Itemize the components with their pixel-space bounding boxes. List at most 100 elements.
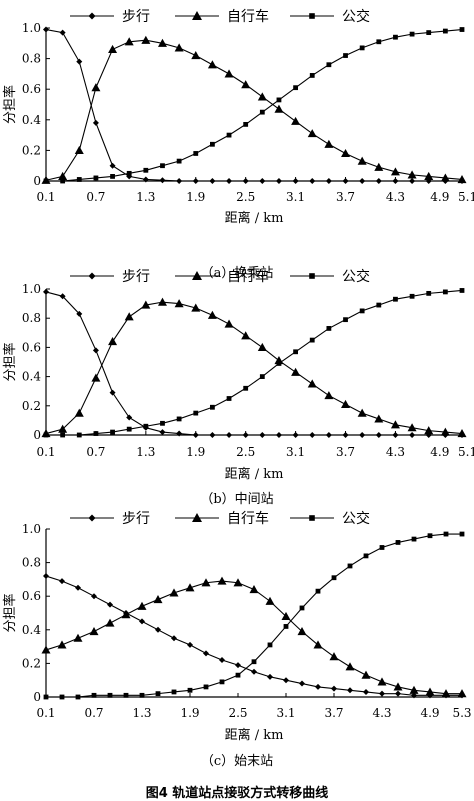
data-point bbox=[43, 432, 49, 438]
data-point bbox=[176, 178, 183, 184]
data-point bbox=[393, 682, 403, 691]
data-point bbox=[93, 431, 99, 436]
x-tick-label: 3.7 bbox=[336, 445, 355, 459]
data-point bbox=[457, 689, 467, 698]
data-point bbox=[341, 148, 351, 158]
y-tick-label: 0.4 bbox=[22, 370, 41, 384]
legend-label: 公交 bbox=[342, 268, 370, 285]
data-point bbox=[242, 432, 249, 438]
y-tick-label: 0.8 bbox=[22, 311, 41, 325]
data-point bbox=[243, 121, 249, 127]
data-point bbox=[210, 141, 215, 147]
data-point bbox=[41, 645, 51, 654]
data-point bbox=[60, 178, 66, 184]
panel-caption-c: （c）始末站 bbox=[200, 754, 274, 769]
data-point bbox=[91, 593, 97, 600]
data-point bbox=[299, 605, 305, 611]
data-point bbox=[307, 129, 317, 138]
data-point bbox=[242, 178, 249, 184]
data-point bbox=[281, 611, 291, 620]
data-point bbox=[126, 170, 132, 176]
series-walk bbox=[43, 26, 465, 184]
data-point bbox=[203, 650, 209, 657]
data-point bbox=[193, 410, 199, 416]
data-point bbox=[139, 618, 145, 625]
data-point bbox=[43, 178, 49, 184]
x-tick-label: 4.3 bbox=[372, 706, 391, 720]
legend-marker-triangle bbox=[192, 11, 202, 20]
y-tick-label: 1.0 bbox=[22, 21, 41, 35]
series-line bbox=[46, 289, 463, 436]
data-point bbox=[109, 162, 116, 169]
data-point bbox=[251, 668, 257, 675]
data-point bbox=[359, 45, 365, 51]
data-point bbox=[59, 293, 66, 300]
data-point bbox=[126, 426, 132, 432]
data-point bbox=[207, 60, 217, 69]
data-point bbox=[108, 44, 118, 54]
data-point bbox=[191, 303, 201, 312]
y-tick-label: 1.0 bbox=[22, 282, 41, 296]
legend-marker-square bbox=[309, 13, 315, 19]
data-point bbox=[409, 178, 416, 184]
data-point bbox=[457, 174, 467, 184]
data-point bbox=[155, 626, 161, 633]
data-point bbox=[324, 391, 334, 400]
x-tick-label: 1.3 bbox=[136, 445, 155, 459]
x-tick-label: 0.1 bbox=[36, 706, 55, 720]
data-point bbox=[249, 584, 259, 594]
data-point bbox=[233, 578, 243, 587]
data-point bbox=[224, 319, 234, 328]
data-point bbox=[93, 175, 99, 181]
data-point bbox=[457, 429, 467, 438]
data-point bbox=[357, 156, 367, 165]
data-point bbox=[171, 689, 177, 695]
data-point bbox=[297, 626, 307, 636]
data-point bbox=[259, 178, 266, 184]
data-point bbox=[153, 595, 163, 604]
data-point bbox=[241, 331, 251, 340]
data-point bbox=[76, 310, 83, 317]
data-point bbox=[307, 379, 317, 388]
data-point bbox=[267, 642, 273, 648]
data-point bbox=[292, 432, 299, 438]
data-point bbox=[43, 573, 49, 580]
data-point bbox=[374, 162, 384, 171]
legend: 步行 自行车 公交 bbox=[70, 268, 370, 285]
data-point bbox=[121, 610, 131, 619]
data-point bbox=[325, 178, 332, 184]
data-point bbox=[126, 414, 133, 421]
panel-caption-a: （a）换乘站 bbox=[200, 266, 274, 281]
data-point bbox=[442, 28, 448, 34]
data-point bbox=[313, 640, 323, 649]
data-point bbox=[357, 408, 367, 417]
series-bus bbox=[43, 27, 465, 184]
legend-marker-triangle bbox=[192, 513, 202, 522]
data-point bbox=[226, 396, 232, 401]
data-point bbox=[210, 404, 215, 410]
x-tick-label: 0.1 bbox=[36, 190, 55, 204]
x-tick-label: 4.9 bbox=[430, 445, 449, 459]
data-point bbox=[342, 178, 349, 184]
y-tick-label: 0 bbox=[33, 428, 41, 442]
x-tick-label: 0.1 bbox=[36, 445, 55, 459]
data-point bbox=[459, 27, 465, 32]
y-tick-label: 0 bbox=[33, 690, 41, 704]
data-point bbox=[176, 430, 183, 437]
data-point bbox=[137, 601, 147, 610]
data-point bbox=[43, 694, 49, 700]
y-tick-label: 0 bbox=[33, 174, 41, 188]
series-line bbox=[45, 301, 463, 435]
data-point bbox=[219, 657, 225, 664]
data-point bbox=[315, 588, 321, 594]
data-point bbox=[393, 34, 398, 40]
data-point bbox=[143, 423, 149, 429]
data-point bbox=[395, 690, 401, 697]
series-walk bbox=[43, 288, 465, 438]
data-point bbox=[143, 167, 149, 173]
y-axis-label: 分担率 bbox=[2, 85, 18, 124]
x-tick-label: 4.3 bbox=[386, 445, 405, 459]
data-point bbox=[427, 533, 433, 539]
data-point bbox=[392, 178, 399, 184]
data-point bbox=[363, 553, 369, 559]
